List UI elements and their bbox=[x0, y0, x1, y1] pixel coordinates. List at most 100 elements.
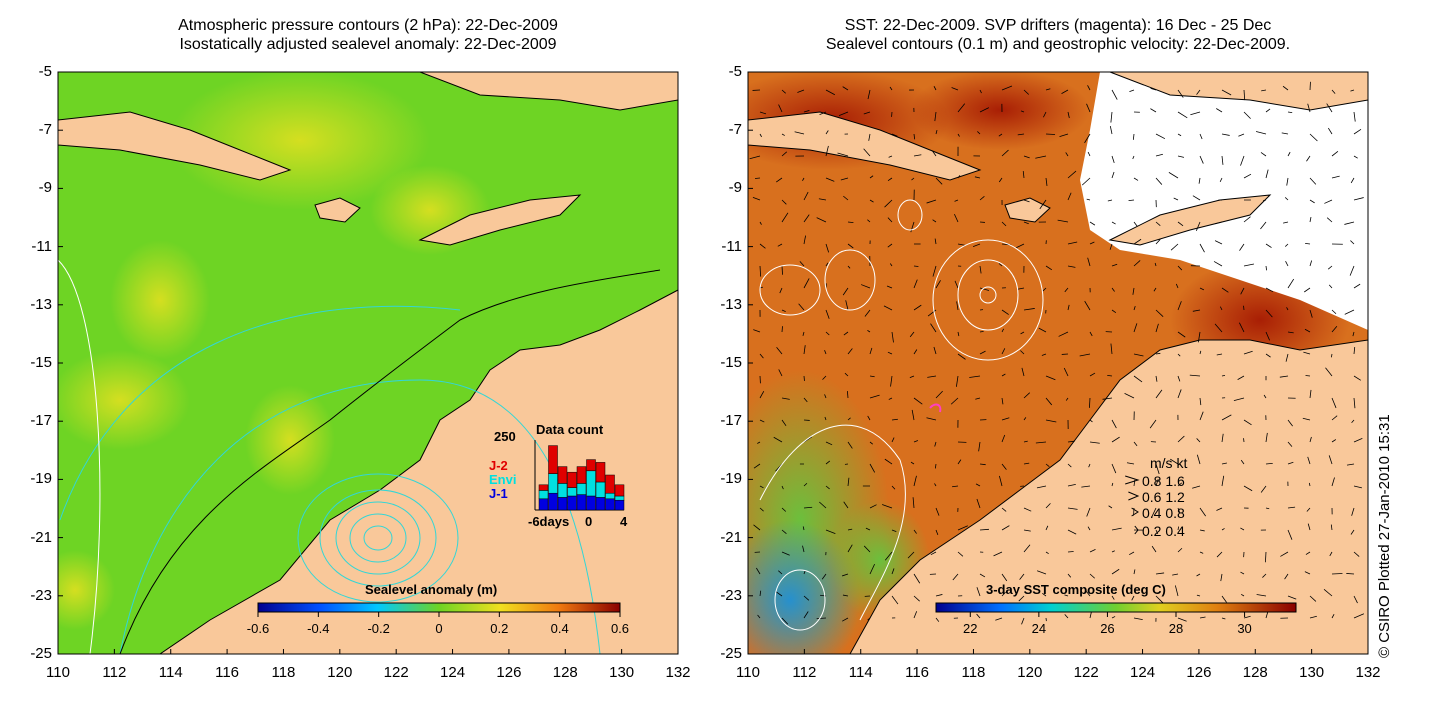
velocity-vector bbox=[913, 397, 923, 405]
velocity-vector bbox=[1067, 111, 1070, 119]
velocity-legend-arrow bbox=[1134, 525, 1139, 535]
velocity-vector bbox=[1064, 287, 1069, 293]
velocity-vector bbox=[1064, 614, 1069, 619]
velocity-vector bbox=[1065, 397, 1069, 401]
lon-tick-label: 128 bbox=[552, 664, 578, 681]
velocity-vector bbox=[935, 617, 940, 622]
velocity-vector bbox=[1261, 89, 1267, 92]
velocity-vector bbox=[935, 390, 943, 399]
velocity-vector bbox=[1089, 372, 1096, 377]
velocity-vector bbox=[1001, 221, 1007, 227]
lon-tick-label: 118 bbox=[961, 664, 986, 681]
anomaly-high-patch bbox=[58, 550, 115, 630]
velocity-vector bbox=[759, 390, 765, 399]
velocity-vector bbox=[1199, 551, 1204, 554]
velocity-vector bbox=[1221, 462, 1227, 465]
velocity-vector bbox=[816, 617, 827, 620]
velocity-vector bbox=[847, 441, 853, 449]
velocity-vector bbox=[1133, 306, 1136, 311]
velocity-vector bbox=[1309, 133, 1318, 142]
velocity-vector bbox=[926, 417, 937, 421]
velocity-vector bbox=[840, 177, 849, 181]
velocity-vector bbox=[1243, 173, 1252, 179]
velocity-vector bbox=[1064, 594, 1069, 597]
island-north bbox=[330, 72, 678, 111]
lon-tick-label: 110 bbox=[46, 664, 70, 681]
velocity-vector bbox=[1023, 462, 1030, 465]
velocity-vector bbox=[825, 177, 835, 182]
velocity-vector bbox=[1133, 617, 1143, 621]
velocity-vector bbox=[868, 133, 871, 141]
velocity-vector bbox=[979, 463, 986, 466]
velocity-vector bbox=[1331, 614, 1335, 619]
velocity-vector bbox=[1243, 419, 1252, 426]
velocity-vector bbox=[1199, 155, 1204, 164]
velocity-legend-header: m/s kt bbox=[1150, 455, 1187, 471]
velocity-vector bbox=[1192, 309, 1201, 312]
velocity-vector bbox=[957, 551, 964, 557]
velocity-vector bbox=[847, 544, 853, 553]
velocity-vector bbox=[1331, 477, 1335, 487]
velocity-vector bbox=[1255, 131, 1267, 135]
velocity-vector bbox=[1283, 221, 1289, 224]
velocity-vector bbox=[891, 568, 895, 575]
velocity-vector bbox=[932, 150, 937, 157]
velocity-vector bbox=[1155, 478, 1159, 487]
sealevel-contour bbox=[759, 424, 906, 621]
velocity-vector bbox=[1023, 507, 1032, 512]
velocity-vector bbox=[1021, 367, 1025, 377]
velocity-vector bbox=[998, 177, 1003, 183]
velocity-vector bbox=[822, 375, 827, 380]
velocity-legend-row: 0.4 0.8 bbox=[1142, 505, 1185, 521]
lat-tick-label: -5 bbox=[728, 63, 742, 80]
velocity-vector bbox=[1214, 221, 1223, 225]
velocity-vector bbox=[1213, 261, 1223, 267]
velocity-vector bbox=[867, 219, 871, 223]
velocity-vector bbox=[909, 331, 915, 338]
island-sumba bbox=[314, 197, 361, 223]
svp-drifter-track bbox=[929, 403, 942, 413]
axis-ticks bbox=[57, 71, 1369, 655]
velocity-vector bbox=[1023, 308, 1035, 311]
colorbar-tick-label: 22 bbox=[963, 621, 977, 636]
lat-tick-label: -23 bbox=[30, 586, 52, 604]
velocity-vector bbox=[1001, 149, 1009, 157]
velocity-vector bbox=[886, 285, 893, 289]
velocity-vector bbox=[1198, 177, 1201, 184]
velocity-vector bbox=[913, 475, 917, 487]
velocity-vector bbox=[1287, 595, 1297, 600]
island-flores-sumbawa bbox=[58, 111, 292, 181]
inset-bar-j2 bbox=[538, 484, 549, 491]
colorbar-tick-label: 30 bbox=[1237, 621, 1251, 636]
velocity-vector bbox=[1353, 111, 1356, 122]
velocity-vector bbox=[1265, 507, 1270, 510]
velocity-vector bbox=[1285, 353, 1289, 362]
velocity-legend-row: 0.2 0.4 bbox=[1142, 523, 1185, 539]
velocity-vector bbox=[932, 265, 937, 277]
velocity-vector bbox=[891, 595, 899, 605]
velocity-vector bbox=[1023, 529, 1031, 532]
velocity-legend-arrow bbox=[1131, 507, 1139, 517]
velocity-vector bbox=[1281, 132, 1289, 135]
velocity-vector bbox=[913, 440, 919, 443]
velocity-vector bbox=[1216, 507, 1223, 511]
velocity-vector bbox=[1265, 612, 1269, 619]
velocity-vector bbox=[1221, 595, 1227, 603]
velocity-vector bbox=[1260, 485, 1267, 493]
sealevel-contour bbox=[774, 569, 826, 631]
velocity-vector bbox=[1240, 287, 1245, 295]
velocity-vector bbox=[957, 331, 960, 337]
velocity-vector bbox=[1001, 507, 1007, 512]
velocity-vector bbox=[803, 611, 809, 619]
velocity-vector bbox=[979, 287, 990, 291]
inset-bar-j2 bbox=[595, 462, 606, 483]
velocity-vector bbox=[1001, 525, 1010, 531]
velocity-vector bbox=[1331, 397, 1337, 409]
lat-tick-label: -13 bbox=[720, 295, 742, 313]
velocity-vector bbox=[1132, 287, 1135, 295]
velocity-legend-arrows bbox=[1125, 475, 1140, 535]
velocity-vector bbox=[935, 594, 943, 597]
sealevel-contour bbox=[897, 199, 923, 231]
velocity-vector bbox=[1018, 595, 1025, 602]
pressure-contour bbox=[59, 305, 461, 521]
